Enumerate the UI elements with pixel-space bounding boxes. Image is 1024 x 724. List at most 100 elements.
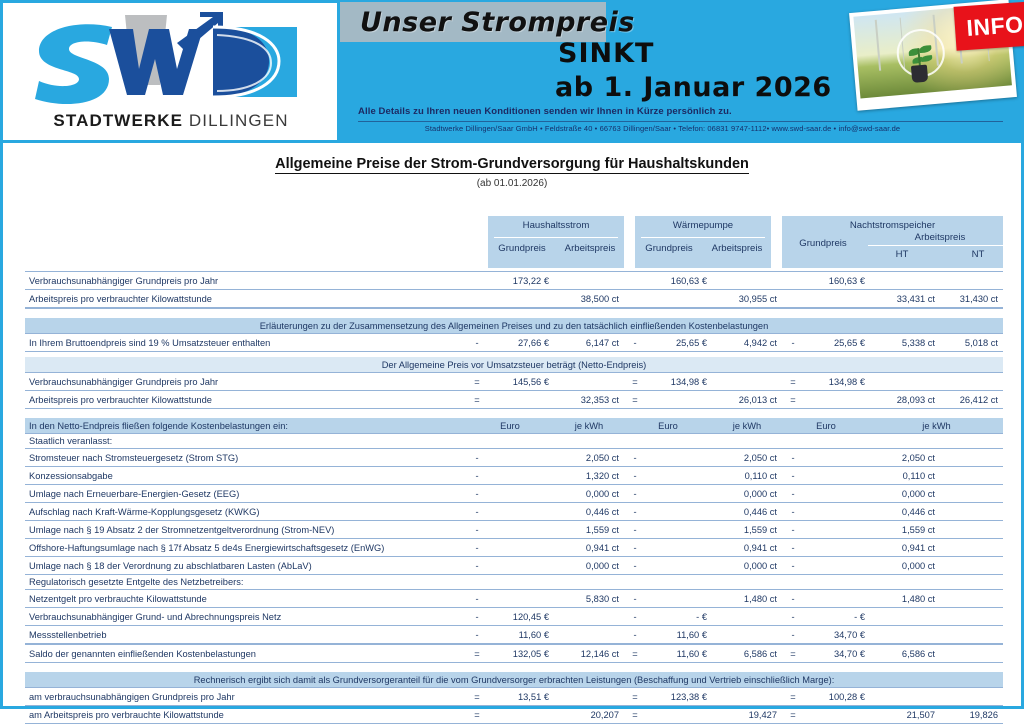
band-supplier-share: Rechnerisch ergibt sich damit als Grundv… <box>25 672 1003 688</box>
cell-sym <box>624 290 646 309</box>
cell-ns-nt <box>940 521 1003 539</box>
cell-ns-grundpreis: 134,98 € <box>804 373 870 391</box>
cell-ns-kwh: 0,446 ct <box>870 503 940 521</box>
cell-ns-ht <box>870 272 940 290</box>
price-table-grid: Verbrauchsunabhängiger Grundpreis pro Ja… <box>25 271 1003 724</box>
cell-wp-kwh <box>712 608 782 626</box>
cell-hs-euro <box>488 706 554 724</box>
cell-sym: - <box>466 485 488 503</box>
cell-wp-euro <box>646 706 712 724</box>
price-sheet: Allgemeine Preise der Strom-Grundversorg… <box>0 143 1024 709</box>
cell-hs-arbeitspreis: 32,353 ct <box>554 391 624 409</box>
cell-ns-ht: 5,338 ct <box>870 334 940 352</box>
subheading-state-label: Staatlich veranlasst: <box>25 434 1003 449</box>
cell-wp-euro: 11,60 € <box>646 626 712 645</box>
cell-ns-nt: 31,430 ct <box>940 290 1003 309</box>
logo-wordmark: STADTWERKE DILLINGEN <box>21 111 321 131</box>
cell-ns-nt <box>940 485 1003 503</box>
group-waermepumpe: Wärmepumpe Grundpreis Arbeitspreis <box>635 216 771 268</box>
table-row: Verbrauchsunabhängiger Grundpreis pro Ja… <box>25 373 1003 391</box>
col-hs-arbeitspreis: Arbeitspreis <box>556 243 624 254</box>
cell-wp-kwh: 1,480 ct <box>712 590 782 608</box>
cell-ns-kwh: 0,941 ct <box>870 539 940 557</box>
col-hs-grundpreis: Grundpreis <box>488 243 556 254</box>
cell-ns-euro <box>804 521 870 539</box>
hdr-hs-euro: Euro <box>466 418 554 434</box>
cell-ns-ht <box>870 373 940 391</box>
table-row: am verbrauchsunabhängigen Grundpreis pro… <box>25 688 1003 706</box>
cell-hs-kwh: 1,559 ct <box>554 521 624 539</box>
subheading-network-label: Regulatorisch gesetzte Entgelte des Netz… <box>25 575 1003 590</box>
cell-wp-euro: - € <box>646 608 712 626</box>
cell-sym: = <box>466 644 488 663</box>
cell-wp-kwh: 2,050 ct <box>712 449 782 467</box>
cell-hs-grundpreis <box>488 391 554 409</box>
table-row: Netzentgelt pro verbrauchte Kilowattstun… <box>25 590 1003 608</box>
table-row: Verbrauchsunabhängiger Grund- und Abrech… <box>25 608 1003 626</box>
cell-ns-kwh: 6,586 ct <box>870 644 940 663</box>
band-net-price: Der Allgemeine Preis vor Umsatzsteuer be… <box>25 357 1003 373</box>
cell-ns-euro <box>804 557 870 575</box>
cell-hs-euro <box>488 503 554 521</box>
banner-tagline: Alle Details zu Ihren neuen Konditionen … <box>358 106 732 117</box>
col-ns-grundpreis: Grundpreis <box>782 238 864 249</box>
column-group-headers: Haushaltsstrom Grundpreis Arbeitspreis W… <box>25 216 1003 269</box>
col-ns-arbeitspreis: Arbeitspreis <box>864 232 1016 243</box>
cell-sym: - <box>624 521 646 539</box>
hdr-hs-kwh: je kWh <box>554 418 624 434</box>
cell-hs-grundpreis <box>488 290 554 309</box>
row-label: am verbrauchsunabhängigen Grundpreis pro… <box>25 688 466 706</box>
logo-word-stadtwerke: STADTWERKE <box>53 111 183 130</box>
cell-hs-kwh: 12,146 ct <box>554 644 624 663</box>
cell-sym: = <box>624 391 646 409</box>
cell-wp-euro <box>646 449 712 467</box>
cell-sym: = <box>466 391 488 409</box>
page-title: Allgemeine Preise der Strom-Grundversorg… <box>3 156 1021 172</box>
cell-hs-kwh <box>554 626 624 645</box>
cell-sym: - <box>782 449 804 467</box>
cell-ns-kwh: 0,000 ct <box>870 485 940 503</box>
cell-ns-grundpreis <box>804 290 870 309</box>
price-table: Verbrauchsunabhängiger Grundpreis pro Ja… <box>25 271 1003 724</box>
cell-sym: - <box>782 334 804 352</box>
cell-sym: - <box>782 608 804 626</box>
cell-ns-euro <box>804 449 870 467</box>
cell-sym: - <box>466 334 488 352</box>
cell-wp-euro <box>646 467 712 485</box>
cell-sym: - <box>624 449 646 467</box>
hdr-ns-kwh: je kWh <box>870 418 1003 434</box>
cell-sym: - <box>466 590 488 608</box>
cell-ns-grundpreis: 160,63 € <box>804 272 870 290</box>
cell-ns-nt <box>940 467 1003 485</box>
cell-ns-nt: 19,826 <box>940 706 1003 724</box>
cell-wp-euro <box>646 557 712 575</box>
cell-ns-grundpreis <box>804 391 870 409</box>
cell-sym: - <box>782 503 804 521</box>
band-explanations-label: Erläuterungen zu der Zusammensetzung des… <box>25 318 1003 334</box>
cell-ns-euro <box>804 706 870 724</box>
cell-wp-euro: 123,38 € <box>646 688 712 706</box>
cell-sym: = <box>782 391 804 409</box>
group-haushaltsstrom: Haushaltsstrom Grundpreis Arbeitspreis <box>488 216 624 268</box>
cell-sym: - <box>466 521 488 539</box>
cell-sym <box>624 272 646 290</box>
group-waermepumpe-title: Wärmepumpe <box>635 216 771 234</box>
cell-ns-ht: 33,431 ct <box>870 290 940 309</box>
cell-sym: = <box>782 706 804 724</box>
group-haushaltsstrom-title: Haushaltsstrom <box>488 216 624 234</box>
cell-wp-kwh: 0,446 ct <box>712 503 782 521</box>
spacer <box>25 663 1003 672</box>
cell-ns-euro: 100,28 € <box>804 688 870 706</box>
row-label: Arbeitspreis pro verbrauchter Kilowattst… <box>25 391 466 409</box>
cell-hs-euro <box>488 590 554 608</box>
cell-hs-euro <box>488 521 554 539</box>
cell-ns-kwh <box>870 608 940 626</box>
cell-sym: - <box>466 449 488 467</box>
row-label: Arbeitspreis pro verbrauchter Kilowattst… <box>25 290 466 309</box>
cell-wp-arbeitspreis <box>712 272 782 290</box>
cell-wp-grundpreis <box>646 391 712 409</box>
cell-wp-euro <box>646 521 712 539</box>
table-row: Verbrauchsunabhängiger Grundpreis pro Ja… <box>25 272 1003 290</box>
cell-sym: - <box>624 334 646 352</box>
cell-wp-arbeitspreis: 30,955 ct <box>712 290 782 309</box>
